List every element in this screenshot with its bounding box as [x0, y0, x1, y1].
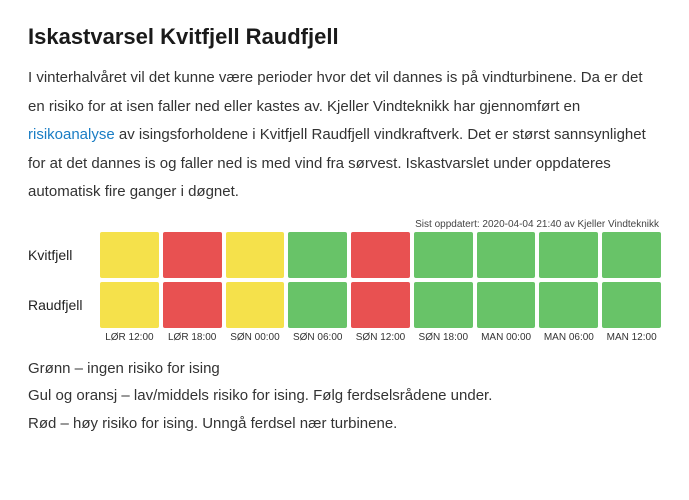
- time-axis: LØR 12:00 LØR 18:00 SØN 00:00SØN 06:00 SØN …: [28, 332, 661, 343]
- forecast-cell: [351, 232, 410, 278]
- risk-analysis-link[interactable]: risikoanalyse: [28, 126, 115, 143]
- legend-red: Rød – høy risiko for ising. Unngå ferdse…: [28, 410, 661, 438]
- legend-green: Grønn – ingen risiko for ising: [28, 355, 661, 383]
- time-tick: MAN 12:00: [602, 332, 661, 343]
- forecast-row: Raudfjell: [28, 282, 661, 328]
- forecast-cell: [163, 232, 222, 278]
- forecast-cell: [226, 282, 285, 328]
- intro-text-before: I vinterhalvåret vil det kunne være peri…: [28, 69, 643, 115]
- forecast-chart: Sist oppdatert: 2020-04-04 21:40 av Kjel…: [28, 219, 661, 343]
- time-tick: MAN 06:00: [539, 332, 598, 343]
- page-title: Iskastvarsel Kvitfjell Raudfjell: [28, 24, 661, 50]
- forecast-cell: [539, 232, 598, 278]
- forecast-row: Kvitfjell: [28, 232, 661, 278]
- forecast-cell: [288, 282, 347, 328]
- forecast-cell: [539, 282, 598, 328]
- forecast-cell: [414, 232, 473, 278]
- forecast-cell: [477, 232, 536, 278]
- time-tick: SØN 12:00: [351, 332, 410, 343]
- forecast-cell: [100, 282, 159, 328]
- legend: Grønn – ingen risiko for ising Gul og or…: [28, 355, 661, 438]
- row-label: Kvitfjell: [28, 247, 100, 263]
- legend-yellow: Gul og oransj – lav/middels risiko for i…: [28, 382, 661, 410]
- intro-text-after: av isingsforholdene i Kvitfjell Raudfjel…: [28, 126, 646, 200]
- time-tick: SØN 06:00: [288, 332, 347, 343]
- forecast-cell: [163, 282, 222, 328]
- forecast-cell: [100, 232, 159, 278]
- time-tick: LØR 12:00: [100, 332, 159, 343]
- forecast-cell: [477, 282, 536, 328]
- forecast-cell: [351, 282, 410, 328]
- forecast-cell: [414, 282, 473, 328]
- forecast-cell: [602, 232, 661, 278]
- row-label: Raudfjell: [28, 297, 100, 313]
- time-tick: LØR 18:00: [163, 332, 222, 343]
- forecast-cell: [288, 232, 347, 278]
- forecast-cell: [226, 232, 285, 278]
- last-updated-text: Sist oppdatert: 2020-04-04 21:40 av Kjel…: [28, 219, 661, 230]
- time-tick: SØN 00:00: [226, 332, 285, 343]
- time-tick: MAN 00:00: [477, 332, 536, 343]
- forecast-cell: [602, 282, 661, 328]
- time-tick: SØN 18:00: [414, 332, 473, 343]
- intro-paragraph: I vinterhalvåret vil det kunne være peri…: [28, 64, 661, 207]
